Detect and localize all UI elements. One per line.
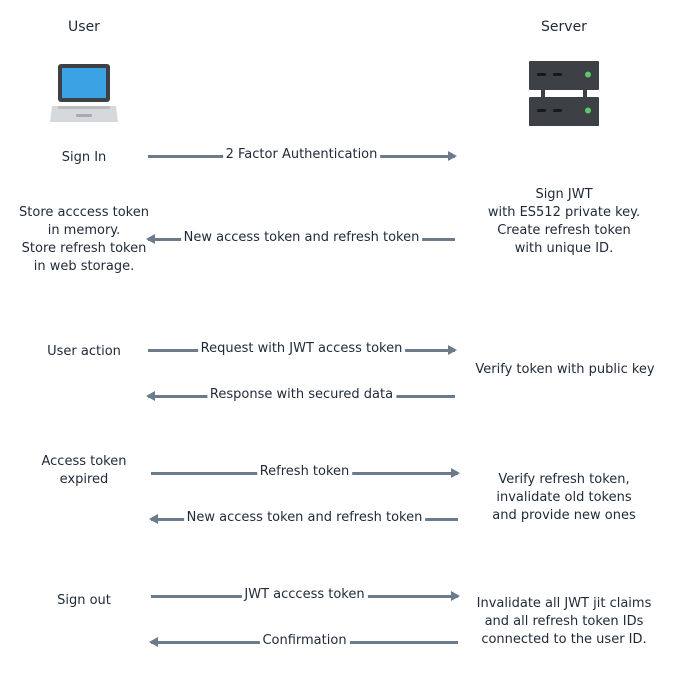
server-column-header: Server [541,19,587,35]
arrow-label: New access token and refresh token [183,509,426,527]
server-text-line: Verify refresh token, [498,472,630,487]
user-text-line: in memory. [47,223,121,238]
arrow-label: New access token and refresh token [180,229,423,247]
arrow-label: Request with JWT access token [197,340,406,358]
arrow-left: New access token and refresh token [149,509,458,527]
step-invalidate-server-text: Invalidate all JWT jit claims and all re… [468,595,660,649]
server-icon [529,61,599,126]
user-text-line: Store acccess token [19,205,149,220]
step-store-tokens-user-text: Store acccess token in memory. Store ref… [14,204,154,276]
laptop-icon [50,64,118,122]
arrow-label: 2 Factor Authentication [222,146,381,164]
step-sign-jwt-server-text: Sign JWT with ES512 private key. Create … [474,186,654,258]
arrow-left: New access token and refresh token [146,229,455,247]
step-sign-in-user-text: Sign In [14,149,154,167]
arrow-label: Response with secured data [206,386,397,404]
arrow-label: Confirmation [259,632,350,650]
step-sign-out-user-text: Sign out [14,592,154,610]
user-text-line: Sign In [61,150,107,165]
arrow-left: Response with secured data [146,386,455,404]
arrow-left: Confirmation [149,632,458,650]
arrow-right: Request with JWT access token [148,340,457,358]
server-text-line: and all refresh token IDs [484,614,644,629]
server-text-line: with unique ID. [514,241,614,256]
arrow-right: Refresh token [151,463,460,481]
arrow-right: JWT acccess token [151,586,460,604]
arrow-label: JWT acccess token [241,586,368,604]
user-text-line: User action [47,344,121,359]
server-text-line: Sign JWT [535,187,593,202]
server-text-line: Create refresh token [497,223,631,238]
step-user-action-user-text: User action [14,343,154,361]
server-text-line: invalidate old tokens [496,490,632,505]
user-text-line: Access token [41,454,127,469]
step-expired-user-text: Access token expired [14,453,154,489]
step-verify-server-text: Verify token with public key [470,361,660,379]
arrow-label: Refresh token [256,463,353,481]
user-text-line: in web storage. [33,259,135,274]
user-text-line: Sign out [57,593,111,608]
server-text-line: and provide new ones [492,508,636,523]
step-refresh-server-text: Verify refresh token, invalidate old tok… [474,471,654,525]
server-text-line: connected to the user ID. [481,632,647,647]
user-text-line: expired [59,472,109,487]
server-text-line: Verify token with public key [475,362,655,377]
server-text-line: with ES512 private key. [487,205,641,220]
user-column-header: User [68,19,100,35]
server-text-line: Invalidate all JWT jit claims [476,596,652,611]
user-text-line: Store refresh token [21,241,147,256]
arrow-right: 2 Factor Authentication [148,146,457,164]
